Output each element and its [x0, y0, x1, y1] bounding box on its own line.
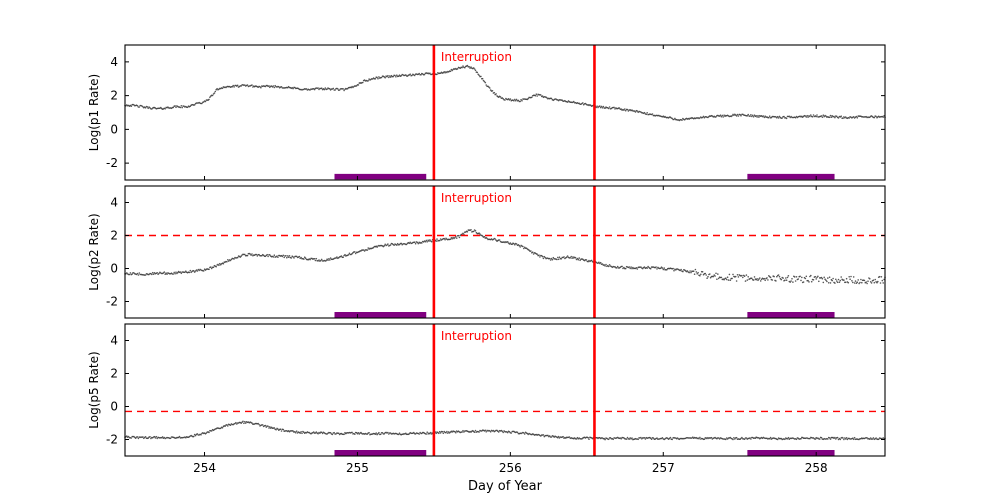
- y-tick-label: 0: [110, 400, 118, 414]
- data-series: [124, 420, 886, 441]
- y-tick-label: -2: [106, 433, 118, 447]
- panel-frame: [124, 185, 886, 319]
- panel-2: -2 0 2 4 Interruption Log(p2 Rate): [87, 185, 886, 319]
- x-tick-label: 254: [193, 461, 216, 475]
- panel-frame: [124, 323, 886, 457]
- y-tick-label: 4: [110, 196, 118, 210]
- y-tick-label: -2: [106, 295, 118, 309]
- panel-frame: [124, 44, 886, 181]
- y-tick-label: 4: [110, 334, 118, 348]
- x-tick-label: 258: [805, 461, 828, 475]
- y-axis-label: Log(p5 Rate): [87, 351, 101, 428]
- data-series: [124, 64, 886, 122]
- y-axis-label: Log(p2 Rate): [87, 213, 101, 290]
- y-tick-label: -2: [106, 156, 118, 170]
- x-tick-label: 257: [652, 461, 675, 475]
- y-tick-label: 0: [110, 122, 118, 136]
- y-axis-label: Log(p1 Rate): [87, 74, 101, 151]
- interruption-annotation: Interruption: [441, 329, 512, 343]
- x-axis-label: Day of Year: [468, 479, 543, 494]
- x-tick-label: 256: [499, 461, 522, 475]
- interruption-annotation: Interruption: [441, 191, 512, 205]
- y-tick-label: 4: [110, 55, 118, 69]
- panel-3: 254 255 256 257 258 -2 0 2 4 Interruption Log(p5 R…: [87, 323, 886, 475]
- y-tick-label: 2: [110, 367, 118, 381]
- y-tick-label: 2: [110, 229, 118, 243]
- panel-1: -2 0 2 4 Interruption Log(p1 Rate): [87, 44, 886, 181]
- data-series: [124, 229, 886, 285]
- interruption-annotation: Interruption: [441, 50, 512, 64]
- y-tick-label: 0: [110, 262, 118, 276]
- x-tick-label: 255: [346, 461, 369, 475]
- y-tick-label: 2: [110, 89, 118, 103]
